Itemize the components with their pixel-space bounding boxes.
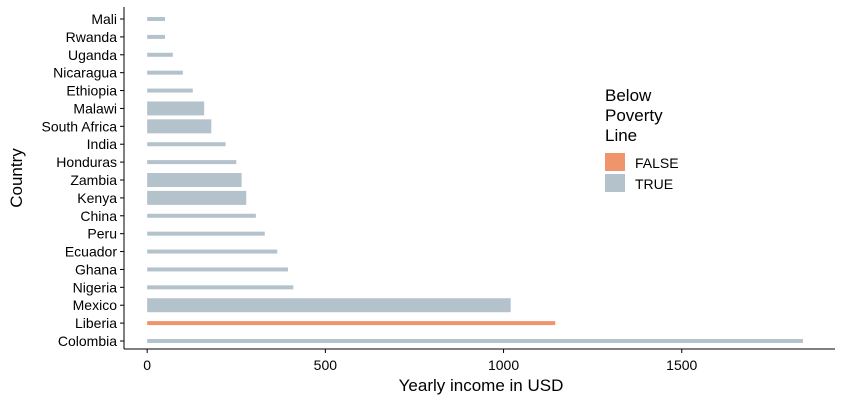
x-axis-title: Yearly income in USD (399, 376, 564, 395)
y-tick-label-mali: Mali (91, 11, 117, 27)
bar-liberia (147, 321, 556, 326)
bar-south-africa (147, 119, 212, 134)
legend-title-line-2: Poverty (605, 106, 663, 125)
y-tick-label-zambia: Zambia (70, 172, 117, 188)
y-tick-label-rwanda: Rwanda (66, 29, 118, 45)
y-axis-title: Country (7, 148, 26, 208)
bar-india (147, 142, 226, 147)
y-tick-label-south-africa: South Africa (42, 118, 118, 134)
bar-nigeria (147, 285, 294, 290)
bar-uganda (147, 52, 173, 57)
legend-title-line-1: Below (605, 86, 652, 105)
bar-china (147, 213, 256, 218)
y-tick-label-china: China (80, 208, 117, 224)
y-tick-label-ethiopia: Ethiopia (66, 83, 117, 99)
bar-honduras (147, 160, 237, 165)
x-tick-label-1000: 1000 (488, 357, 519, 373)
x-ticks-layer: 0 500 1000 1500 (143, 349, 698, 373)
bars-layer (147, 17, 803, 343)
legend-label-true: TRUE (635, 176, 673, 192)
y-ticks-layer: Colombia Liberia Mexico Nigeria GhanaEcuador… (42, 11, 124, 349)
bar-zambia (147, 173, 242, 187)
y-tick-label-liberia: Liberia (75, 315, 117, 331)
bar-kenya (147, 190, 247, 205)
y-tick-label-ghana: Ghana (75, 261, 117, 277)
x-tick-label-500: 500 (314, 357, 338, 373)
legend: Below Poverty Line FALSE TRUE (605, 86, 679, 192)
bar-ghana (147, 267, 288, 272)
bar-mali (147, 17, 165, 21)
legend-swatch-true (605, 174, 625, 192)
bar-nicaragua (147, 70, 183, 75)
bar-peru (147, 231, 265, 236)
y-tick-label-india: India (87, 136, 118, 152)
legend-swatch-false (605, 153, 625, 171)
y-tick-label-nigeria: Nigeria (73, 279, 118, 295)
bar-colombia (147, 339, 803, 343)
y-tick-label-peru: Peru (87, 226, 117, 242)
y-tick-label-ecuador: Ecuador (65, 244, 117, 260)
bar-rwanda (147, 34, 165, 39)
legend-label-false: FALSE (635, 155, 679, 171)
legend-title-line-3: Line (605, 126, 637, 145)
y-tick-label-honduras: Honduras (56, 154, 117, 170)
bar-ecuador (147, 249, 278, 254)
y-tick-label-malawi: Malawi (73, 100, 117, 116)
y-tick-label-kenya: Kenya (77, 190, 117, 206)
bar-ethiopia (147, 88, 193, 93)
y-tick-label-colombia: Colombia (58, 333, 117, 349)
y-tick-label-nicaragua: Nicaragua (53, 65, 117, 81)
x-tick-label-1500: 1500 (666, 357, 697, 373)
bar-malawi (147, 101, 205, 116)
y-tick-label-uganda: Uganda (68, 47, 117, 63)
y-tick-label-mexico: Mexico (73, 297, 118, 313)
bar-mexico (147, 298, 511, 313)
x-tick-label-0: 0 (143, 357, 151, 373)
